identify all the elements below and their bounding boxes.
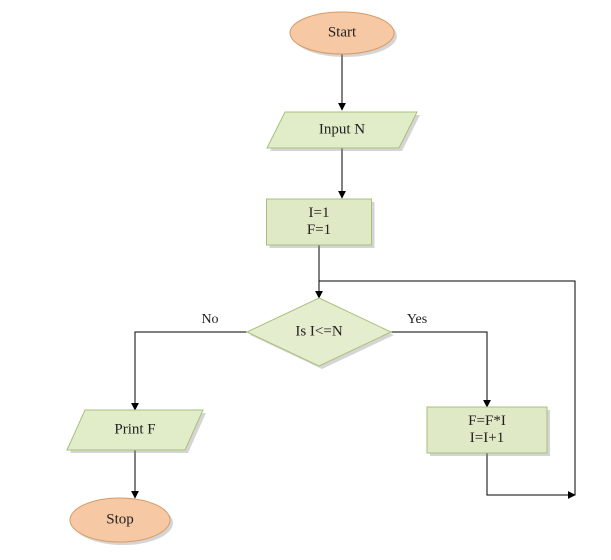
node-stop-label: Stop xyxy=(106,511,134,527)
node-init-line-1: F=1 xyxy=(307,222,331,238)
edge-label-dec-yes: Yes xyxy=(407,312,427,327)
node-init-line-0: I=1 xyxy=(309,205,330,221)
edge-label-dec-no: No xyxy=(201,312,218,327)
node-dec-label: Is I<=N xyxy=(295,323,342,339)
node-update-line-0: F=F*I xyxy=(468,413,506,429)
edge-dec-yes xyxy=(391,332,487,407)
edge-dec-no xyxy=(135,332,247,410)
node-input-label: Input N xyxy=(319,121,365,137)
node-print-label: Print F xyxy=(114,421,155,437)
edge-update-loop xyxy=(319,281,575,495)
node-start-label: Start xyxy=(328,24,357,40)
node-update-line-1: I=I+1 xyxy=(470,430,504,446)
